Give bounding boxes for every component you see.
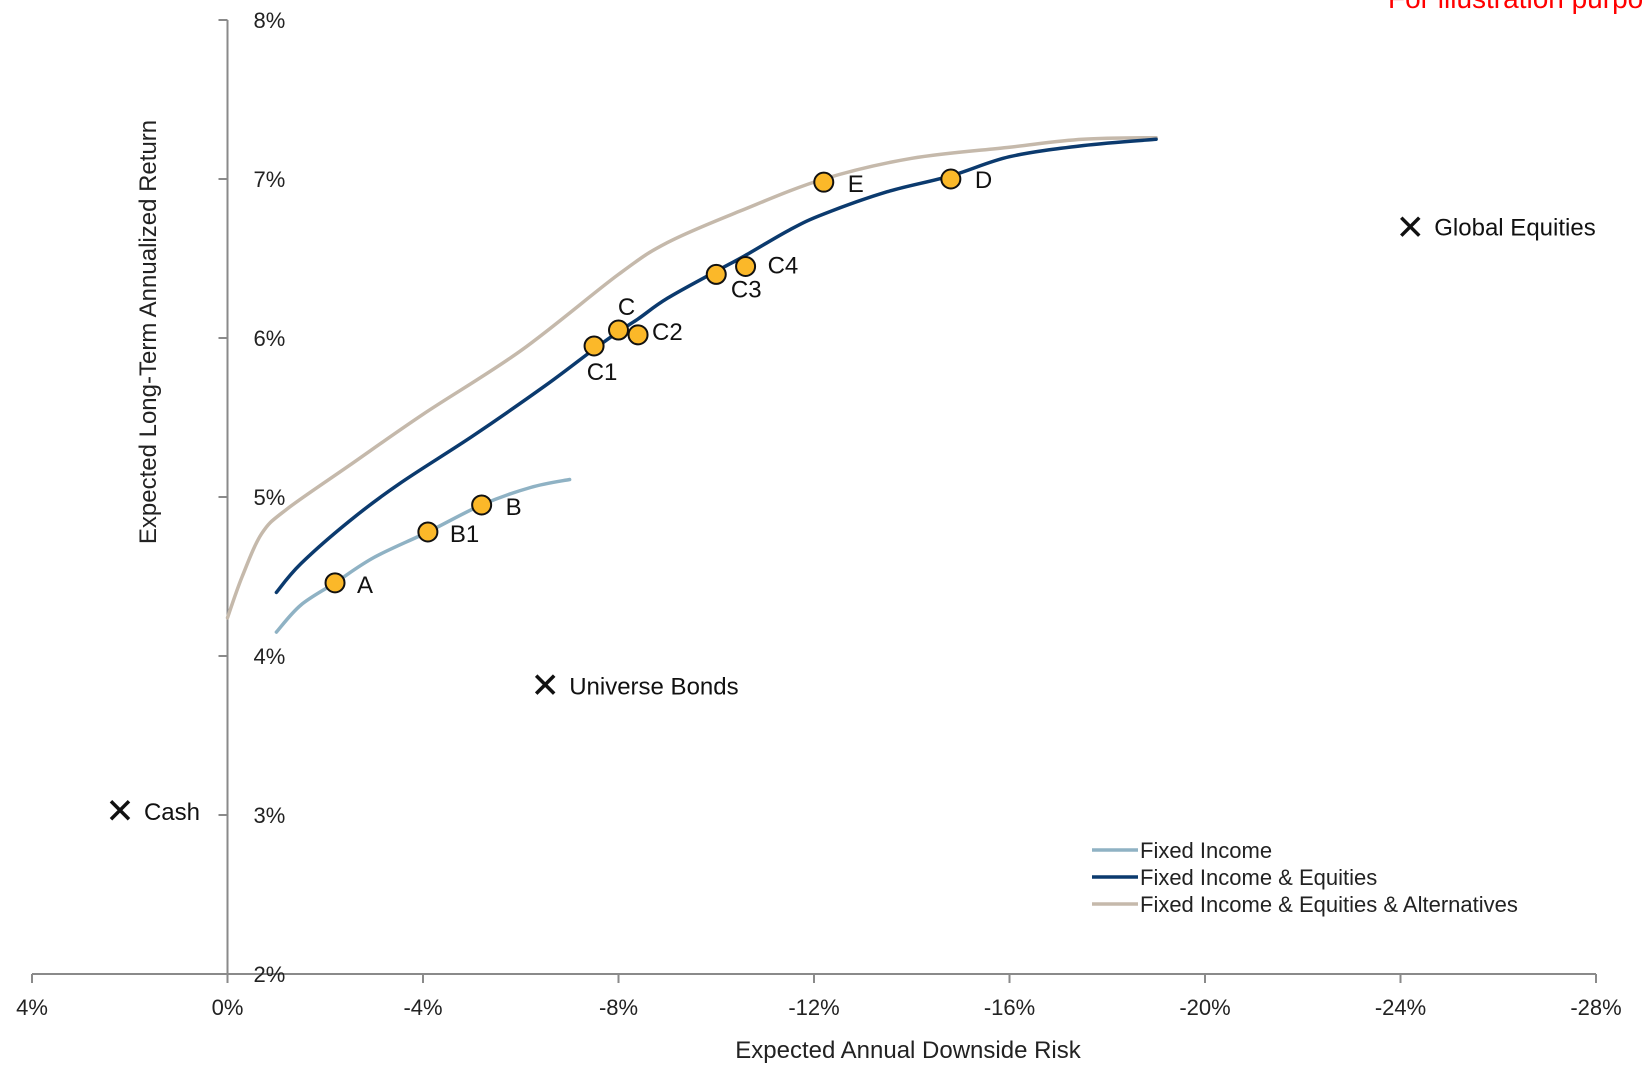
portfolio-label: B1 — [450, 521, 479, 548]
y-tick-label: 2% — [254, 962, 286, 987]
portfolio-point — [608, 319, 629, 341]
y-tick-label: 6% — [254, 326, 286, 351]
benchmark-marker — [534, 674, 556, 695]
benchmark-x-stroke — [1400, 216, 1421, 237]
portfolio-point — [583, 335, 605, 357]
illustration-note: For illustration purposes only — [1388, 0, 1644, 14]
benchmark-label: Global Equities — [1434, 215, 1595, 242]
x-tick-label: -8% — [599, 995, 638, 1020]
benchmark-marker — [109, 799, 131, 821]
x-tick-label: -24% — [1375, 995, 1426, 1020]
x-tick-label: -12% — [788, 995, 839, 1020]
portfolio-point — [735, 255, 757, 277]
x-tick-label: 0% — [212, 995, 244, 1020]
x-tick-label: -16% — [984, 995, 1035, 1020]
axes: 4% 0% -4% -8% -12% -16% -20% -24% -28% 2% 3% 4% 5% 6%… — [16, 8, 1622, 1020]
y-tick-label: 5% — [254, 485, 286, 510]
x-tick-label: -20% — [1179, 995, 1230, 1020]
portfolio-label: C4 — [768, 252, 799, 279]
y-axis-title: Expected Long-Term Annualized Return — [135, 120, 162, 544]
x-tick-label: -28% — [1570, 995, 1621, 1020]
legend-label-2: Fixed Income & Equities — [1140, 865, 1377, 890]
benchmark-marker — [1400, 216, 1421, 237]
portfolio-point — [324, 572, 346, 594]
portfolio-label: C3 — [731, 276, 762, 303]
portfolio-point — [940, 168, 962, 190]
benchmark-markers: Cash Universe Bonds Global Equities — [109, 215, 1596, 826]
y-tick-label: 8% — [254, 8, 286, 33]
legend-label-3: Fixed Income & Equities & Alternatives — [1140, 892, 1518, 917]
portfolio-label: E — [848, 171, 864, 198]
benchmark-label: Cash — [144, 799, 200, 826]
portfolio-point — [471, 494, 493, 516]
portfolio-label: C — [618, 294, 635, 321]
portfolio-label: B — [506, 494, 522, 521]
y-tick-label: 3% — [254, 803, 286, 828]
benchmark-x-stroke — [534, 674, 556, 695]
x-tick-label: 4% — [16, 995, 48, 1020]
y-tick-label: 7% — [254, 167, 286, 192]
benchmark-label: Universe Bonds — [569, 674, 738, 701]
x-tick-label: -4% — [403, 995, 442, 1020]
portfolio-point — [705, 263, 727, 285]
portfolio-point — [813, 171, 835, 193]
portfolio-point — [417, 521, 439, 543]
y-tick-label: 4% — [254, 644, 286, 669]
portfolio-label: C2 — [652, 319, 683, 346]
benchmark-x-stroke — [109, 799, 131, 821]
series-line-3 — [225, 135, 1158, 620]
portfolio-point — [627, 324, 649, 346]
portfolio-label: A — [357, 572, 373, 599]
series-line-1 — [274, 477, 572, 634]
portfolio-label: D — [975, 167, 992, 194]
portfolio-label: C1 — [587, 359, 618, 386]
series-line-2 — [274, 137, 1158, 595]
x-axis-title: Expected Annual Downside Risk — [735, 1037, 1082, 1064]
frontier-lines — [225, 135, 1158, 634]
legend-label-1: Fixed Income — [1140, 838, 1272, 863]
